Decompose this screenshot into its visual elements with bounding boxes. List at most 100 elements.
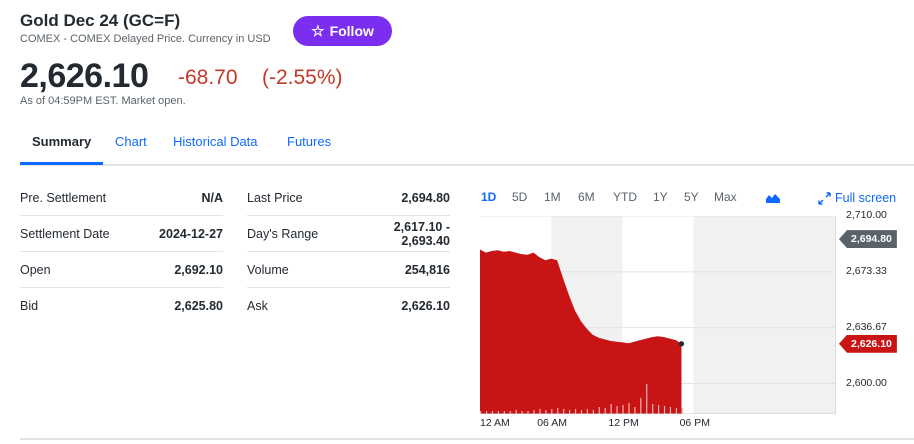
stat-label: Pre. Settlement xyxy=(20,191,107,205)
volume-bar xyxy=(480,411,482,414)
volume-bar xyxy=(569,410,571,414)
stat-value: 2024-12-27 xyxy=(159,227,223,241)
follow-button[interactable]: ☆ Follow xyxy=(293,16,392,46)
y-tick-label: 2,710.00 xyxy=(846,209,887,221)
stat-row-days-range: Day's Range 2,617.10 - 2,693.40 xyxy=(247,216,450,252)
volume-bar xyxy=(616,406,618,414)
full-screen-label: Full screen xyxy=(835,191,897,205)
stat-label: Bid xyxy=(20,299,39,313)
price-area xyxy=(480,249,682,414)
session-shade xyxy=(693,216,836,414)
volume-bar xyxy=(574,409,577,414)
full-screen-button[interactable]: Full screen xyxy=(818,191,896,205)
volume-bar xyxy=(497,411,499,414)
x-tick-label: 12 AM xyxy=(480,417,510,429)
stat-row-open: Open 2,692.10 xyxy=(20,252,223,288)
stat-label: Day's Range xyxy=(247,227,319,241)
range-5y[interactable]: 5Y xyxy=(684,190,699,204)
volume-bar xyxy=(515,410,517,414)
range-max[interactable]: Max xyxy=(714,190,737,204)
range-6m[interactable]: 6M xyxy=(578,190,595,204)
range-1m[interactable]: 1M xyxy=(544,190,561,204)
volume-bar xyxy=(551,409,553,414)
section-divider xyxy=(20,438,914,440)
market-time: As of 04:59PM EST. Market open. xyxy=(20,95,186,107)
page-title: Gold Dec 24 (GC=F) xyxy=(20,11,181,30)
range-low: 2,617.10 - xyxy=(393,220,450,234)
volume-bar xyxy=(509,411,511,414)
tab-historical-data[interactable]: Historical Data xyxy=(173,134,258,149)
mountain-chart-icon[interactable] xyxy=(766,192,780,204)
exchange-subtitle: COMEX - COMEX Delayed Price. Currency in… xyxy=(20,33,271,45)
stat-value: 2,692.10 xyxy=(174,263,223,277)
stat-row-pre-settlement: Pre. Settlement N/A xyxy=(20,180,223,216)
quote-tabs: Summary Chart Historical Data Futures xyxy=(20,126,914,166)
volume-bar xyxy=(669,407,672,414)
range-5d[interactable]: 5D xyxy=(512,190,528,204)
volume-bar xyxy=(491,411,494,414)
volume-bar xyxy=(527,411,529,414)
volume-bar xyxy=(592,410,594,414)
tab-chart[interactable]: Chart xyxy=(115,134,147,149)
previous-close-badge: 2,694.80 xyxy=(839,230,897,249)
volume-bar xyxy=(610,404,612,414)
stat-label: Open xyxy=(20,263,51,277)
price-change-percent: (-2.55%) xyxy=(262,66,343,89)
volume-bar xyxy=(646,384,648,414)
last-price-dot xyxy=(678,341,685,347)
stat-row-settlement-date: Settlement Date 2024-12-27 xyxy=(20,216,223,252)
current-price: 2,626.10 xyxy=(20,57,149,95)
volume-bar xyxy=(663,406,666,414)
stat-value: 2,694.80 xyxy=(401,191,450,205)
volume-bar xyxy=(563,409,565,414)
expand-arrows-icon xyxy=(818,191,831,205)
volume-bar xyxy=(503,411,505,414)
stat-value: 2,617.10 - 2,693.40 xyxy=(394,220,450,248)
star-icon: ☆ xyxy=(311,22,325,40)
stat-value: N/A xyxy=(201,191,223,205)
x-tick-label: 06 PM xyxy=(679,417,710,429)
volume-bar xyxy=(634,407,636,414)
range-high: 2,693.40 xyxy=(401,234,450,248)
price-chart[interactable] xyxy=(480,216,836,414)
x-tick-label: 12 PM xyxy=(608,417,639,429)
price-change: -68.70 xyxy=(178,66,238,89)
volume-bar xyxy=(675,408,677,414)
volume-bar xyxy=(598,407,600,414)
volume-bar xyxy=(628,403,630,414)
tab-futures[interactable]: Futures xyxy=(287,134,332,149)
range-1y[interactable]: 1Y xyxy=(653,190,668,204)
stat-value: 254,816 xyxy=(404,263,450,277)
stat-row-bid: Bid 2,625.80 xyxy=(20,288,223,324)
stat-label: Settlement Date xyxy=(20,227,110,241)
volume-bar xyxy=(658,405,660,414)
volume-bar xyxy=(533,410,535,414)
stat-row-ask: Ask 2,626.10 xyxy=(247,288,450,324)
volume-bar xyxy=(485,411,488,414)
y-tick-label: 2,673.33 xyxy=(846,264,887,277)
volume-bar xyxy=(545,410,547,414)
volume-bar xyxy=(521,411,523,414)
volume-bar xyxy=(557,408,559,414)
range-1d[interactable]: 1D xyxy=(481,190,497,204)
stat-label: Volume xyxy=(247,263,289,277)
volume-bar xyxy=(640,398,642,414)
x-tick-label: 06 AM xyxy=(537,417,567,429)
stat-value: 2,625.80 xyxy=(174,299,223,313)
tab-summary[interactable]: Summary xyxy=(32,134,92,149)
stat-row-last-price: Last Price 2,694.80 xyxy=(247,180,450,216)
follow-label: Follow xyxy=(329,23,374,39)
active-tab-indicator xyxy=(20,162,103,165)
stat-value: 2,626.10 xyxy=(401,299,450,313)
volume-bar xyxy=(681,408,683,414)
stat-label: Ask xyxy=(247,299,268,313)
volume-bar xyxy=(652,404,654,414)
y-tick-label: 2,636.67 xyxy=(846,320,887,333)
last-price-badge: 2,626.10 xyxy=(839,334,897,353)
range-ytd[interactable]: YTD xyxy=(613,190,637,204)
stat-row-volume: Volume 254,816 xyxy=(247,252,450,288)
volume-bar xyxy=(580,410,583,414)
volume-bar xyxy=(604,408,606,414)
y-tick-label: 2,600.00 xyxy=(846,376,887,389)
volume-bar xyxy=(622,405,624,414)
